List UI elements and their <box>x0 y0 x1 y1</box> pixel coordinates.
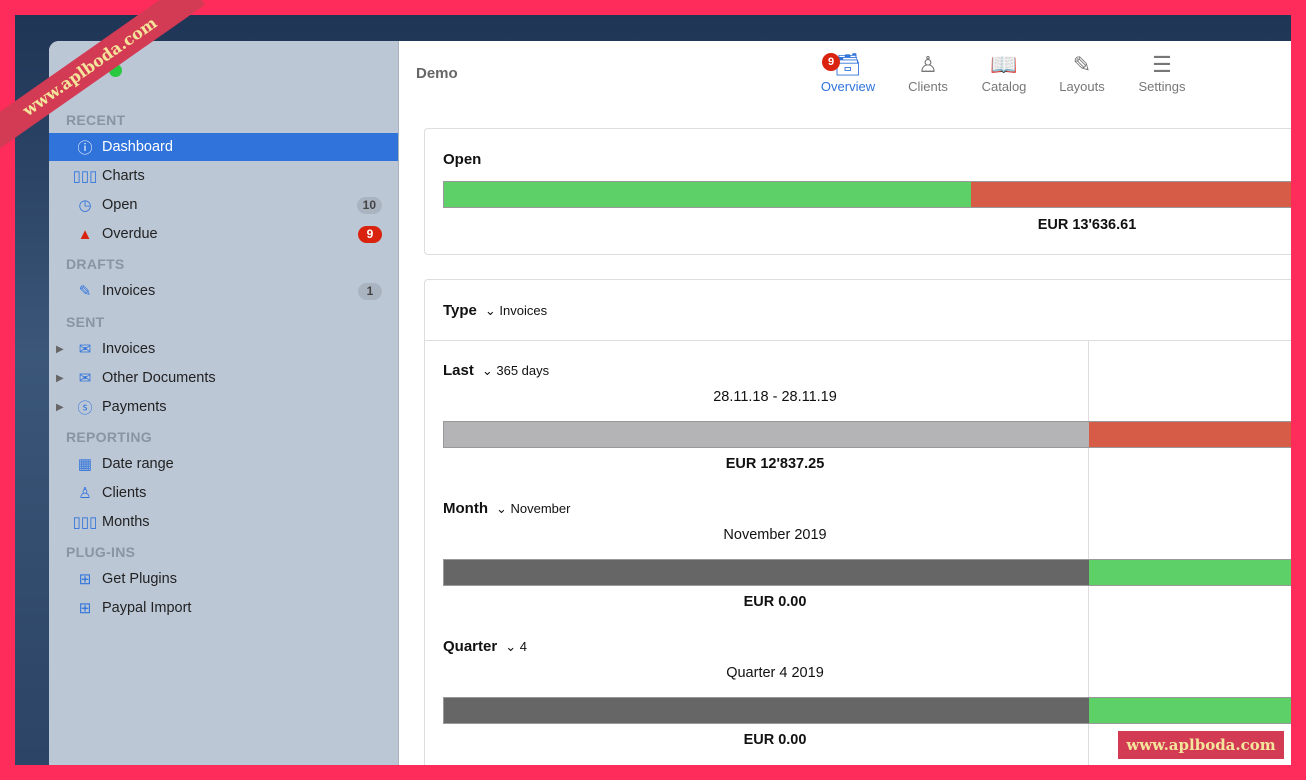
month-bar-right <box>1089 560 1291 585</box>
disclosure-triangle-icon[interactable]: ▶ <box>56 401 64 413</box>
type-dropdown[interactable]: ⌄ Invoices <box>484 303 548 318</box>
column-divider <box>1088 340 1089 765</box>
dollar-icon: ⓢ <box>77 399 93 417</box>
clock-icon: ◷ <box>78 197 92 214</box>
month-range: November 2019 <box>723 527 827 543</box>
info-icon: ⓘ <box>77 139 93 157</box>
divider <box>425 340 1291 341</box>
month-bar <box>443 559 1291 586</box>
tab-layouts[interactable]: ✎ Layouts <box>1059 52 1105 94</box>
envelope-icon: ✉ <box>78 370 92 387</box>
last-amount: EUR 12'837.25 <box>725 456 825 472</box>
last-dropdown[interactable]: ⌄ 365 days <box>481 363 550 378</box>
warning-icon: ▲ <box>77 225 93 243</box>
type-filter[interactable]: Type ⌄ Invoices <box>443 302 548 319</box>
tab-clients[interactable]: ♙ Clients <box>908 52 948 94</box>
quarter-amount: EUR 0.00 <box>743 732 807 748</box>
overview-badge: 9 <box>822 53 841 71</box>
tab-overview[interactable]: 🗃 9 Overview <box>820 51 876 94</box>
last-filter[interactable]: Last ⌄ 365 days <box>443 362 550 379</box>
sidebar-item-draft-invoices[interactable]: ✎ Invoices 1 <box>49 277 398 305</box>
sidebar-item-get-plugins[interactable]: ⊞ Get Plugins <box>49 565 398 593</box>
plus-square-icon: ⊞ <box>78 600 92 617</box>
sidebar-item-sent-invoices[interactable]: ▶ ✉ Invoices <box>56 341 156 358</box>
pencil-icon: ✎ <box>78 283 92 300</box>
tab-catalog[interactable]: 📖 Catalog <box>981 52 1027 94</box>
last-bar-right <box>1089 422 1291 447</box>
sidebar-item-open[interactable]: ◷ Open 10 <box>49 191 398 219</box>
section-sent: SENT <box>66 314 105 330</box>
sidebar-item-charts[interactable]: ▯▯▯ Charts <box>72 168 145 185</box>
sidebar-item-paypal-import[interactable]: ⊞ Paypal Import <box>49 594 398 622</box>
quarter-range: Quarter 4 2019 <box>726 665 824 681</box>
month-amount: EUR 0.00 <box>743 594 807 610</box>
open-title: Open <box>443 151 482 168</box>
disclosure-triangle-icon[interactable]: ▶ <box>56 372 64 384</box>
sidebar: RECENT ⓘ Dashboard ▯▯▯ Charts ◷ Open 10 ▲ Ove… <box>49 41 399 765</box>
month-dropdown[interactable]: ⌄ November <box>495 501 571 516</box>
desktop: RECENT ⓘ Dashboard ▯▯▯ Charts ◷ Open 10 ▲ Ove… <box>15 15 1291 765</box>
section-recent: RECENT <box>66 112 126 128</box>
open-bar <box>443 181 1291 208</box>
sidebar-item-payments[interactable]: ▶ ⓢ Payments <box>56 399 167 417</box>
brush-icon: ✎ <box>1072 52 1092 77</box>
plus-square-icon: ⊞ <box>78 571 92 588</box>
count-badge: 1 <box>358 282 382 300</box>
type-card: Type ⌄ Invoices Last ⌄ 365 days 28.11.18 -… <box>424 279 1291 765</box>
app-window: RECENT ⓘ Dashboard ▯▯▯ Charts ◷ Open 10 ▲ Ove… <box>49 41 1291 765</box>
sidebar-item-date-range[interactable]: ▦ Date range <box>49 450 398 478</box>
quarter-dropdown[interactable]: ⌄ 4 <box>505 639 527 654</box>
sidebar-item-months[interactable]: ▯▯▯ Months <box>72 514 150 531</box>
last-bar <box>443 421 1291 448</box>
quarter-bar <box>443 697 1291 724</box>
disclosure-triangle-icon[interactable]: ▶ <box>56 343 64 355</box>
tab-settings[interactable]: ☰ Settings <box>1138 52 1186 94</box>
bar-chart-icon: ▯▯▯ <box>72 514 98 531</box>
last-bar-left <box>444 422 1089 447</box>
envelope-icon: ✉ <box>78 341 92 358</box>
open-bar-paid <box>444 182 971 207</box>
sidebar-item-dashboard[interactable]: ⓘ Dashboard <box>49 133 398 161</box>
section-plugins: PLUG-INS <box>66 544 136 560</box>
main-content: Demo 🗃 9 Overview ♙ Clients 📖 Catalog ✎ Layou… <box>399 41 1291 765</box>
month-bar-left <box>444 560 1089 585</box>
quarter-bar-left <box>444 698 1089 723</box>
watermark-box: www.aplboda.com <box>1118 731 1284 759</box>
quarter-filter[interactable]: Quarter ⌄ 4 <box>443 638 527 655</box>
sidebar-item-other-documents[interactable]: ▶ ✉ Other Documents <box>56 370 216 387</box>
book-icon: 📖 <box>990 52 1018 77</box>
count-badge: 9 <box>358 225 382 243</box>
calendar-icon: ▦ <box>77 456 93 473</box>
section-reporting: REPORTING <box>66 429 152 445</box>
month-filter[interactable]: Month ⌄ November <box>443 500 571 517</box>
sidebar-item-clients[interactable]: ♙ Clients <box>49 479 398 507</box>
open-bar-overdue <box>971 182 1291 207</box>
section-drafts: DRAFTS <box>66 256 125 272</box>
sidebar-item-overdue[interactable]: ▲ Overdue 9 <box>49 220 398 248</box>
sliders-icon: ☰ <box>1152 52 1172 77</box>
bar-chart-icon: ▯▯▯ <box>72 168 98 185</box>
person-icon: ♙ <box>918 52 938 77</box>
tray-icon: 🗃 9 <box>822 51 862 79</box>
quarter-bar-right <box>1089 698 1291 723</box>
last-range: 28.11.18 - 28.11.19 <box>713 389 837 405</box>
person-icon: ♙ <box>78 485 92 502</box>
document-title: Demo <box>416 65 458 82</box>
open-amount: EUR 13'636.61 <box>1037 217 1137 233</box>
open-card: Open EUR 13'636.61 <box>424 128 1291 255</box>
count-badge: 10 <box>356 196 382 214</box>
